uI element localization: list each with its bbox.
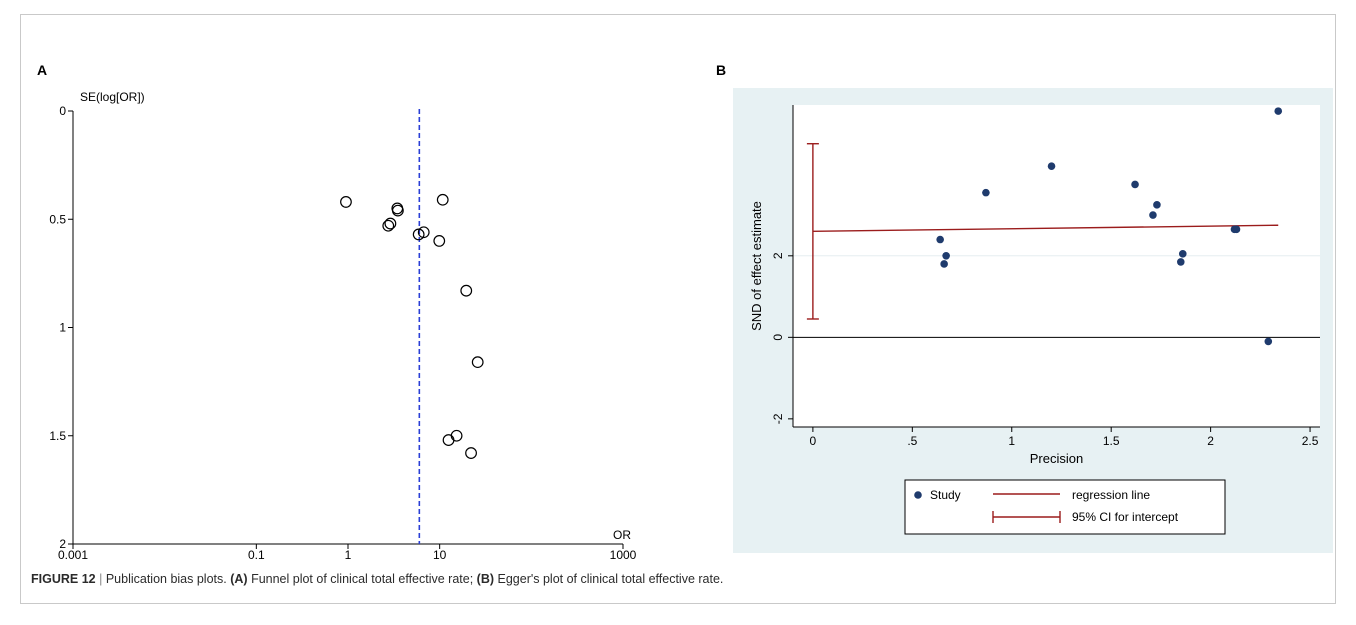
- study-point: [1149, 211, 1157, 219]
- study-point: [1178, 249, 1187, 258]
- plot-area: [793, 105, 1320, 427]
- x-tick-label: 10: [433, 548, 447, 562]
- x-tick-label: 0.001: [58, 548, 88, 562]
- y-tick-label: 0: [771, 334, 785, 341]
- study-point: [450, 429, 463, 442]
- study-point: [982, 188, 990, 197]
- y-tick-label: 0: [59, 104, 66, 118]
- x-tick-label: .5: [907, 434, 917, 448]
- study-point: [940, 260, 948, 268]
- study-point: [391, 204, 404, 217]
- legend-study-label: Study: [930, 488, 961, 502]
- panel-b-label: B: [716, 62, 727, 78]
- study-point: [340, 196, 352, 208]
- study-point: [1176, 258, 1185, 266]
- study-point: [433, 234, 446, 247]
- legend-study-marker: [914, 491, 922, 499]
- y-tick-label: 2: [771, 252, 785, 259]
- study-point: [436, 193, 449, 206]
- x-axis-title: Precision: [1030, 451, 1083, 466]
- legend-ci-label: 95% CI for intercept: [1072, 510, 1179, 524]
- study-point: [1232, 225, 1241, 234]
- study-point: [1153, 201, 1161, 209]
- y-axis-title: SND of effect estimate: [749, 201, 764, 331]
- study-point: [417, 226, 430, 239]
- caption-separator: |: [99, 572, 103, 586]
- y-tick-label: 1: [59, 321, 66, 335]
- caption-a-text: Funnel plot of clinical total effective …: [251, 572, 474, 586]
- caption-intro: Publication bias plots.: [105, 572, 227, 586]
- x-tick-label: 1: [345, 548, 352, 562]
- panel-a-label: A: [37, 62, 48, 78]
- y-tick-label: 1.5: [49, 429, 66, 443]
- caption-b-text: Egger's plot of clinical total effective…: [497, 572, 724, 586]
- study-point: [1274, 107, 1283, 115]
- x-tick-label: 1.5: [1103, 434, 1120, 448]
- study-point: [1131, 180, 1139, 189]
- x-axis-title: OR: [613, 528, 631, 542]
- y-tick-label: 2: [59, 537, 66, 551]
- regression-line: [812, 224, 1279, 233]
- study-point: [936, 235, 944, 244]
- study-point: [1264, 337, 1273, 346]
- y-tick-label: 0.5: [49, 212, 66, 226]
- figure-caption: FIGURE 12 | Publication bias plots. (A) …: [31, 572, 723, 586]
- legend-box: [904, 479, 1226, 535]
- caption-b-tag: (B): [476, 572, 495, 586]
- x-tick-label: 2: [1207, 434, 1214, 448]
- x-tick-label: 1000: [610, 548, 637, 562]
- legend-regression-label: regression line: [1072, 488, 1150, 502]
- study-point: [471, 356, 484, 369]
- y-tick-label: -2: [771, 413, 785, 424]
- study-point: [412, 228, 425, 241]
- study-point: [460, 284, 473, 297]
- study-point: [384, 217, 397, 230]
- x-tick-label: 0: [810, 434, 817, 448]
- study-point: [465, 447, 477, 459]
- x-tick-label: 2.5: [1302, 434, 1319, 448]
- figure-number: FIGURE 12: [31, 572, 96, 586]
- study-point: [942, 252, 950, 260]
- x-tick-label: 0.1: [248, 548, 265, 562]
- study-point: [382, 219, 395, 232]
- x-tick-label: 1: [1008, 434, 1015, 448]
- caption-a-tag: (A): [230, 572, 248, 586]
- study-point: [1047, 162, 1056, 170]
- y-axis-title: SE(log[OR]): [80, 90, 145, 104]
